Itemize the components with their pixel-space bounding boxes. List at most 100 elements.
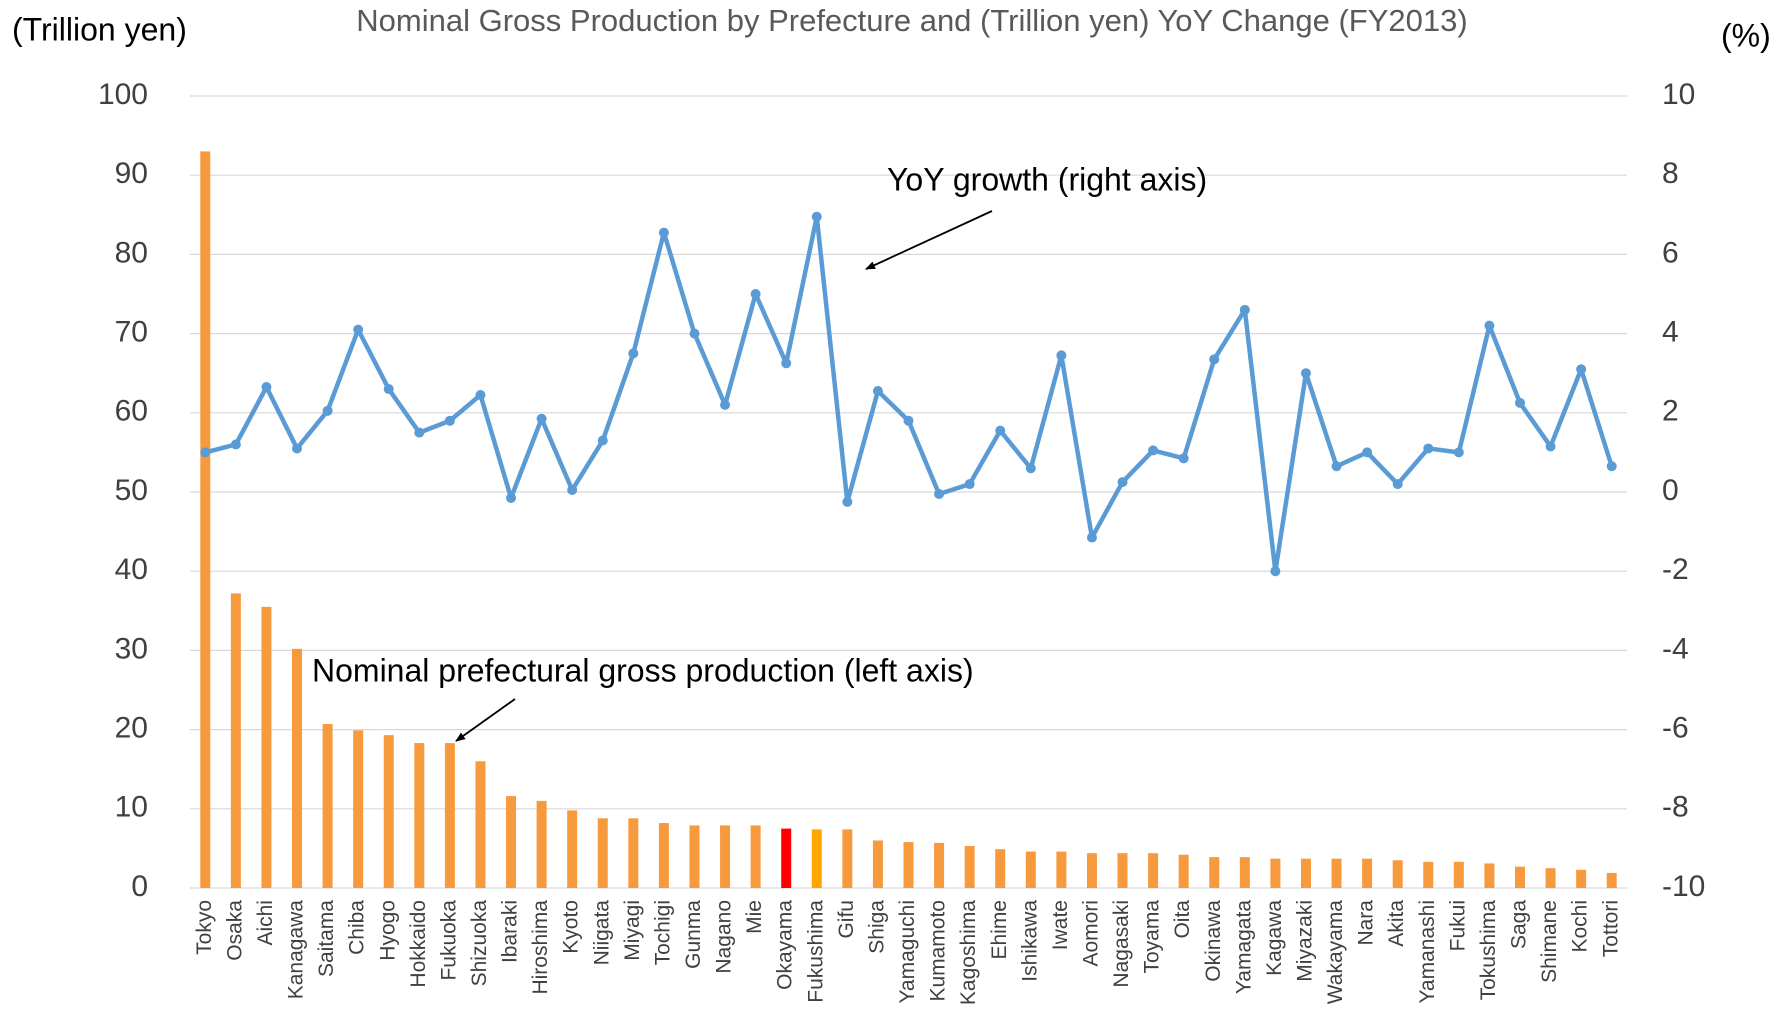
x-tick-label: Kanagawa	[285, 900, 308, 1000]
x-tick-label: Yamanashi	[1416, 900, 1439, 1004]
line-point	[872, 386, 883, 397]
line-point	[964, 479, 975, 490]
y2-tick-label: 0	[1662, 474, 1679, 507]
bar	[475, 761, 486, 888]
line-point	[1148, 445, 1159, 456]
x-tick-label: Niigata	[590, 900, 613, 966]
bar	[230, 593, 241, 888]
x-tick-label: Mie	[743, 900, 766, 934]
x-tick-label: Fukuoka	[437, 900, 460, 981]
x-tick-label: Aomori	[1079, 900, 1102, 967]
x-tick-label: Tokyo	[193, 900, 216, 955]
x-tick-label: Kagawa	[1263, 900, 1286, 976]
line-point	[230, 439, 241, 450]
line-point	[292, 443, 303, 454]
y-tick-label: 0	[131, 870, 148, 903]
x-tick-label: Kumamoto	[927, 900, 950, 1002]
y-axis-label: (Trillion yen)	[12, 11, 187, 47]
bar	[536, 800, 547, 888]
line-point	[1209, 354, 1220, 365]
annotation: YoY growth (right axis)	[887, 161, 1207, 197]
line-point	[903, 415, 914, 426]
x-tick-label: Fukui	[1446, 900, 1469, 951]
line-point	[1514, 397, 1525, 408]
bar	[1362, 858, 1373, 888]
bar	[872, 840, 883, 888]
bar	[1300, 858, 1311, 888]
x-tick-label: Hyogo	[376, 900, 399, 961]
bar	[1056, 851, 1067, 888]
x-tick-label: Shiga	[865, 900, 888, 954]
bar	[658, 823, 669, 888]
x-tick-label: Tottori	[1599, 900, 1622, 957]
x-tick-label: Nagasaki	[1110, 900, 1133, 988]
x-tick-label: Tochigi	[651, 900, 674, 965]
bar	[322, 724, 333, 888]
line-point	[689, 328, 700, 339]
line-point	[383, 384, 394, 395]
bar	[903, 842, 914, 888]
line-point	[475, 389, 486, 400]
bar	[1453, 861, 1464, 888]
bar	[1484, 863, 1495, 888]
bar	[628, 818, 639, 888]
y-tick-label: 80	[115, 236, 148, 269]
x-tick-label: Aichi	[254, 900, 277, 946]
line-point	[200, 447, 211, 458]
line-point	[842, 496, 853, 507]
line-point	[506, 492, 517, 503]
line-point	[1056, 350, 1067, 361]
bar	[200, 151, 211, 888]
bar	[842, 829, 853, 888]
bar	[781, 828, 792, 888]
x-tick-label: Miyazaki	[1294, 900, 1317, 982]
y-tick-label: 40	[115, 553, 148, 586]
x-tick-label: Wakayama	[1324, 900, 1347, 1005]
y2-tick-label: 4	[1662, 316, 1679, 349]
bar	[353, 730, 364, 888]
line-point	[658, 227, 669, 238]
bar	[1239, 857, 1250, 888]
line-point	[536, 413, 547, 424]
line-point	[811, 211, 822, 222]
y2-tick-label: -6	[1662, 712, 1689, 745]
y-tick-label: 30	[115, 632, 148, 665]
bar	[934, 842, 945, 888]
x-tick-label: Okinawa	[1202, 900, 1225, 982]
chart-title: Nominal Gross Production by Prefecture a…	[356, 3, 1467, 38]
bar	[292, 648, 303, 888]
bar	[1392, 860, 1403, 888]
x-tick-label: Kyoto	[560, 900, 583, 954]
x-tick-label: Nagano	[713, 900, 736, 974]
line-point	[1423, 443, 1434, 454]
line-point	[261, 382, 272, 393]
line-point	[934, 488, 945, 499]
y-tick-label: 60	[115, 395, 148, 428]
line	[204, 214, 1614, 574]
bar	[1423, 861, 1434, 888]
line-point	[1300, 368, 1311, 379]
line-point	[444, 415, 455, 426]
x-tick-label: Ehime	[988, 900, 1011, 960]
line-point	[1576, 364, 1587, 375]
x-tick-label: Okayama	[774, 900, 797, 990]
bar	[1117, 853, 1128, 888]
line-point	[414, 427, 425, 438]
line-point	[1606, 461, 1617, 472]
annotation-arrow	[865, 210, 993, 270]
x-tick-label: Saitama	[315, 900, 338, 977]
x-tick-label: Nara	[1355, 900, 1378, 946]
bar	[597, 818, 608, 888]
line-point	[781, 358, 792, 369]
line-point	[1239, 304, 1250, 315]
bar	[414, 743, 425, 888]
x-tick-label: Ibaraki	[499, 900, 522, 963]
bar	[1178, 854, 1189, 888]
y2-tick-label: 10	[1662, 78, 1695, 111]
x-tick-label: Hiroshima	[529, 900, 552, 995]
bar	[1576, 869, 1587, 888]
x-tick-label: Fukushima	[804, 900, 827, 1003]
x-tick-label: Ishikawa	[1018, 900, 1041, 982]
x-tick-label: Miyagi	[621, 900, 644, 961]
bar	[811, 829, 822, 888]
